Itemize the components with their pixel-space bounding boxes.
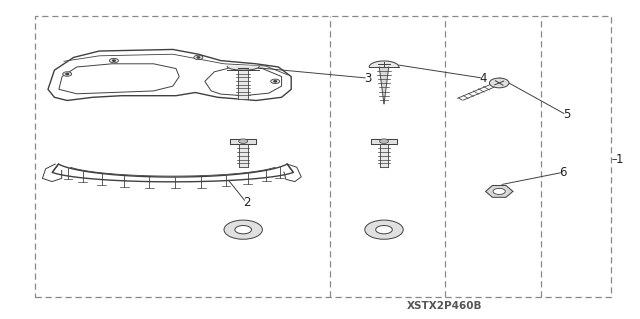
Polygon shape: [371, 139, 397, 144]
Text: 5: 5: [563, 108, 570, 121]
Polygon shape: [230, 139, 256, 144]
Text: 2: 2: [243, 196, 250, 209]
Circle shape: [274, 81, 276, 82]
Circle shape: [235, 226, 252, 234]
Polygon shape: [380, 67, 388, 104]
Polygon shape: [380, 144, 388, 167]
Circle shape: [63, 72, 72, 76]
Circle shape: [490, 78, 509, 88]
Circle shape: [380, 139, 388, 144]
Circle shape: [194, 55, 203, 60]
Text: XSTX2P460B: XSTX2P460B: [407, 301, 483, 311]
Text: 6: 6: [559, 166, 567, 179]
Text: 3: 3: [364, 72, 372, 85]
Polygon shape: [227, 66, 259, 70]
Circle shape: [197, 57, 200, 58]
Polygon shape: [238, 70, 248, 99]
Text: 4: 4: [479, 72, 487, 85]
Circle shape: [239, 139, 248, 144]
Text: 1: 1: [616, 153, 623, 166]
Circle shape: [109, 58, 118, 63]
Polygon shape: [380, 67, 388, 104]
Circle shape: [113, 60, 115, 61]
Polygon shape: [486, 186, 513, 197]
Polygon shape: [369, 61, 399, 67]
Circle shape: [224, 220, 262, 239]
Polygon shape: [239, 144, 248, 167]
Circle shape: [66, 73, 68, 75]
Circle shape: [376, 226, 392, 234]
Circle shape: [493, 188, 506, 195]
Circle shape: [365, 220, 403, 239]
Circle shape: [271, 79, 280, 84]
